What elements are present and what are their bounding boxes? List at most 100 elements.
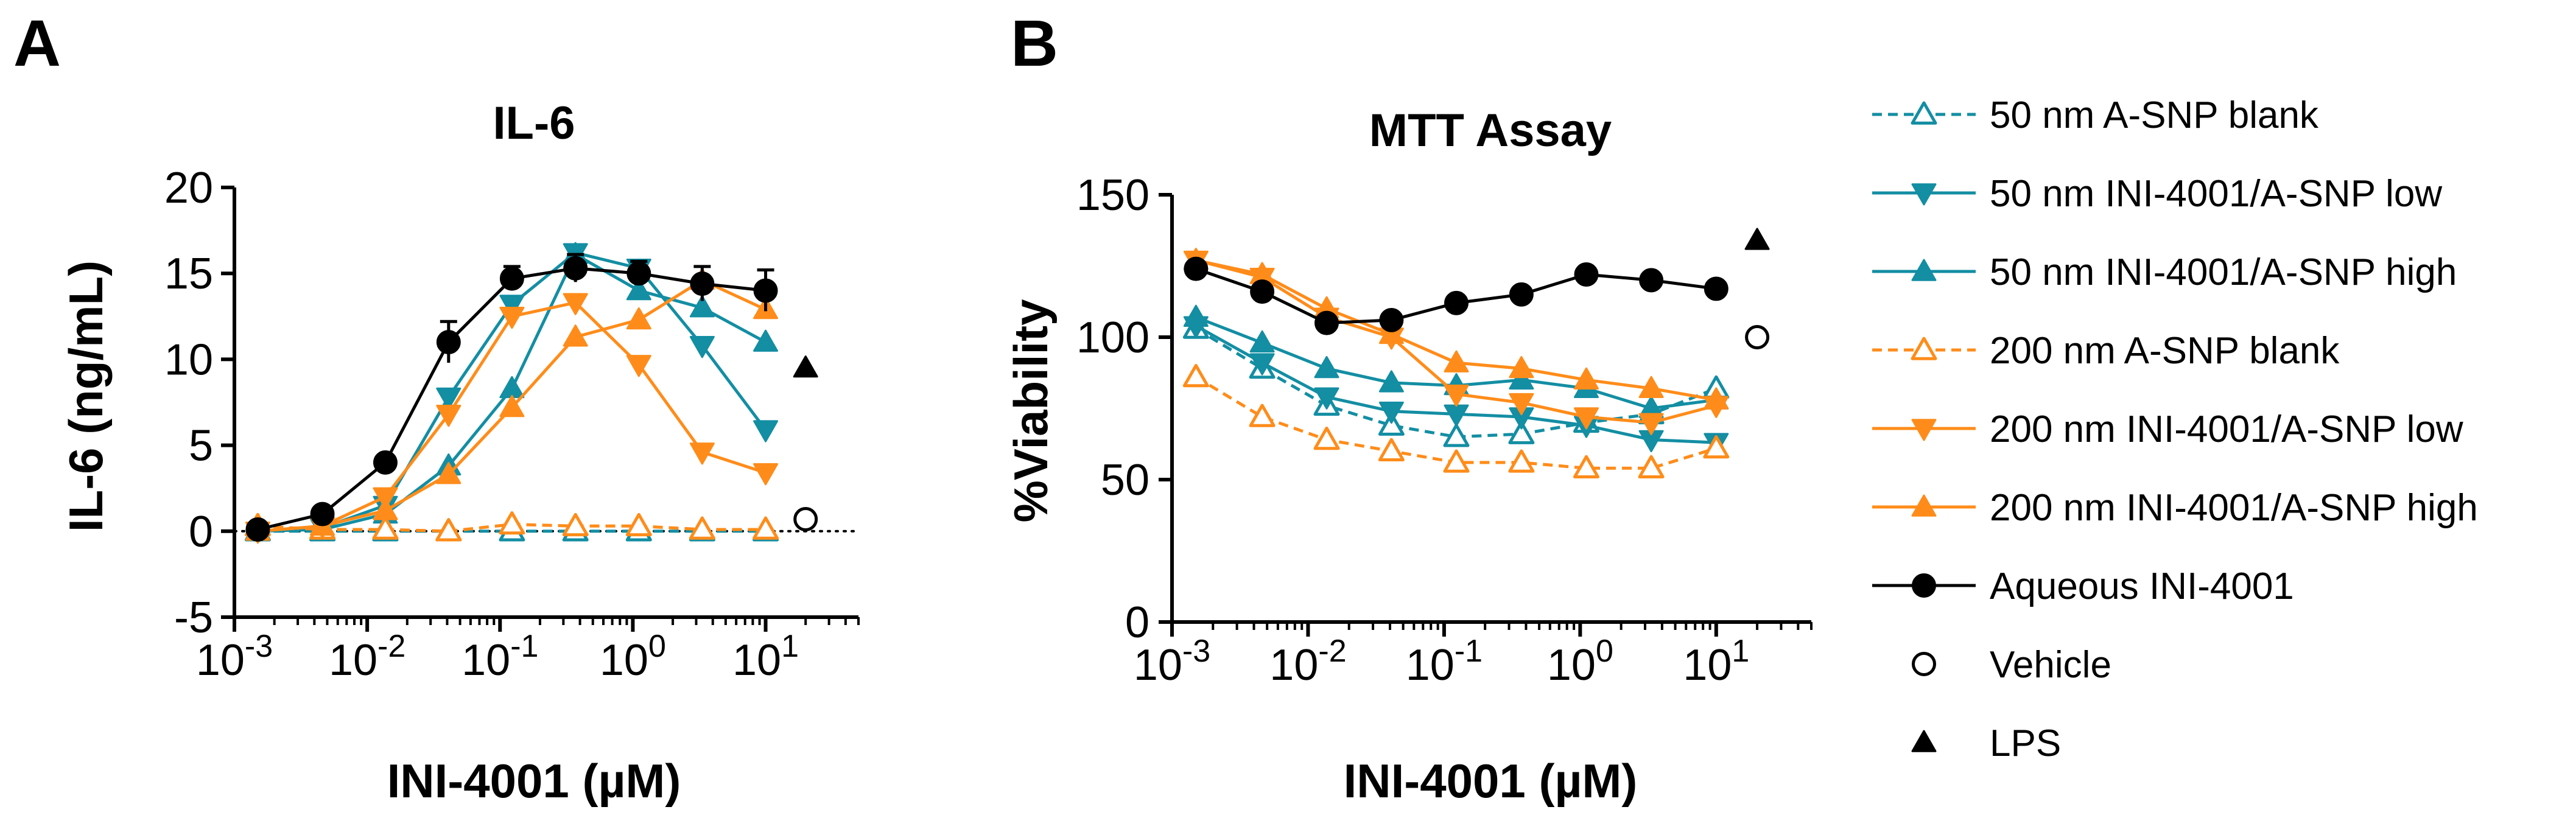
panel-b-point-vehicle [1745, 325, 1770, 349]
legend-marker-triangle-up [1911, 730, 1937, 752]
panel-b-point-50-nm-ini-4001-a-snp-high [1183, 304, 1209, 327]
panel-b-point-200-nm-ini-4001-a-snp-low [1573, 407, 1599, 430]
panel-a-y-tick-label: -5 [174, 593, 213, 642]
legend-label: LPS [1990, 722, 2061, 764]
panel-b-point-aqueous-ini-4001 [1574, 262, 1599, 287]
panel-a-point-50-nm-ini-4001-a-snp-high [689, 295, 715, 318]
panel-b-point-50-nm-ini-4001-a-snp-high [1249, 330, 1275, 353]
panel-b-point-200-nm-a-snp-blank [1249, 404, 1276, 427]
panel-b-point-aqueous-ini-4001 [1444, 290, 1469, 315]
panel-a-point-200-nm-ini-4001-a-snp-low [563, 293, 588, 315]
panel-b-y-tick-label: 0 [1125, 598, 1149, 647]
legend-item-50-nm-ini-4001-a-snp-low: 50 nm INI-4001/A-SNP low [1872, 173, 2442, 215]
panel-a-point-200-nm-ini-4001-a-snp-low [499, 307, 525, 329]
panel-b-x-tick-label: 10-3 [1134, 634, 1210, 690]
panel-b-axes: 0 50 100 150 10-3 10-2 10-1 100 101 [1076, 171, 1813, 690]
panel-b-point-aqueous-ini-4001 [1250, 279, 1275, 304]
panel-a-series-200-nm-ini-4001-a-snp-low [245, 293, 779, 544]
panel-b-point-200-nm-ini-4001-a-snp-high [1444, 350, 1469, 372]
panel-b-series-200-nm-a-snp-blank [1182, 364, 1730, 479]
legend-label: 50 nm INI-4001/A-SNP high [1990, 251, 2457, 293]
panel-a-x-tick-label: 101 [732, 629, 799, 685]
panel-a-point-aqueous-ini-4001 [563, 256, 588, 281]
panel-b-point-aqueous-ini-4001 [1704, 276, 1728, 301]
legend-label: 50 nm INI-4001/A-SNP low [1990, 173, 2442, 215]
panel-a-axes: -5 0 5 10 15 20 10-3 10-2 10-1 100 101 [164, 164, 860, 685]
legend-marker-triangle-down [1911, 183, 1937, 206]
panel-a-x-tick-label: 10-1 [462, 629, 538, 685]
panel-a-point-aqueous-ini-4001 [499, 266, 524, 291]
legend-item-50-nm-ini-4001-a-snp-high: 50 nm INI-4001/A-SNP high [1872, 251, 2457, 293]
legend-marker-triangle-up [1911, 494, 1937, 517]
panel-a-y-tick-label: 10 [164, 335, 213, 384]
panel-a-point-200-nm-a-snp-blank [562, 512, 589, 537]
panel-b-point-200-nm-ini-4001-a-snp-low [1444, 384, 1469, 407]
panel-b-point-200-nm-a-snp-blank [1638, 455, 1665, 479]
panel-b-point-50-nm-ini-4001-a-snp-low [1378, 401, 1404, 424]
panel-b-point-200-nm-a-snp-blank [1313, 426, 1340, 450]
panel-b-y-tick-label: 100 [1076, 313, 1149, 362]
legend-item-200-nm-ini-4001-a-snp-low: 200 nm INI-4001/A-SNP low [1872, 408, 2463, 450]
panel-b-y-axis-label: %Viability [1004, 299, 1058, 522]
panel-b-point-200-nm-ini-4001-a-snp-low [1509, 393, 1534, 416]
panel-b-point-200-nm-ini-4001-a-snp-high [1509, 355, 1534, 379]
legend-marker-triangle-up-open [1911, 337, 1937, 360]
legend-label: Aqueous INI-4001 [1990, 565, 2294, 607]
panel-b: B MTT Assay %Viability INI-4001 (µM) 0 50… [1004, 6, 1813, 808]
panel-a-y-tick-label: 0 [189, 508, 213, 556]
panel-b-point-aqueous-ini-4001 [1379, 307, 1404, 332]
panel-b-x-tick-label: 100 [1547, 634, 1613, 690]
panel-a-point-200-nm-a-snp-blank [689, 516, 715, 540]
panel-a-point-50-nm-ini-4001-a-snp-low [753, 420, 779, 442]
legend-marker-triangle-up [1911, 259, 1937, 281]
panel-a-plot [233, 242, 860, 544]
panel-a-point-aqueous-ini-4001 [373, 450, 398, 475]
panel-a-point-200-nm-a-snp-blank [435, 518, 462, 542]
legend-item-200-nm-ini-4001-a-snp-high: 200 nm INI-4001/A-SNP high [1872, 487, 2478, 529]
panel-a-point-aqueous-ini-4001 [436, 330, 461, 355]
panel-b-point-200-nm-a-snp-blank [1508, 449, 1535, 473]
panel-a-point-aqueous-ini-4001 [753, 278, 778, 303]
panel-a-x-tick-label: 10-2 [329, 629, 405, 685]
panel-b-point-50-nm-ini-4001-a-snp-high [1378, 370, 1404, 393]
legend-item-lps: LPS [1911, 722, 2061, 764]
panel-a-point-50-nm-ini-4001-a-snp-low [689, 336, 715, 358]
panel-a-point-lps [793, 355, 818, 378]
panel-a-point-50-nm-ini-4001-a-snp-high [753, 329, 779, 352]
panel-b-point-200-nm-a-snp-blank [1703, 435, 1730, 459]
panel-b-x-tick-label: 10-1 [1406, 634, 1483, 690]
panel-b-y-tick-label: 150 [1076, 171, 1149, 220]
panel-a-point-200-nm-a-snp-blank [499, 511, 525, 535]
legend-label: 200 nm INI-4001/A-SNP high [1990, 487, 2478, 529]
panel-a-point-200-nm-a-snp-blank [625, 512, 652, 537]
panel-a-x-tick-label: 100 [600, 629, 666, 685]
legend-label: 50 nm A-SNP blank [1990, 94, 2319, 136]
panel-a-point-200-nm-ini-4001-a-snp-low [626, 355, 651, 377]
legend-item-50-nm-a-snp-blank: 50 nm A-SNP blank [1872, 94, 2319, 136]
panel-a-point-200-nm-ini-4001-a-snp-low [436, 405, 462, 427]
legend-marker-circle-open [1912, 652, 1936, 676]
legend-marker-triangle-up-open [1911, 101, 1937, 125]
panel-b-point-50-nm-ini-4001-a-snp-low [1249, 353, 1275, 376]
panel-b-x-axis-label: INI-4001 (µM) [1344, 754, 1638, 808]
legend-marker-triangle-down [1911, 419, 1937, 441]
panel-b-y-tick-label: 50 [1101, 456, 1149, 505]
panel-b-plot [1182, 228, 1770, 479]
panel-a-point-aqueous-ini-4001 [245, 517, 270, 542]
legend-label: 200 nm A-SNP blank [1990, 330, 2340, 372]
panel-a-title: IL-6 [493, 97, 575, 149]
panel-b-title: MTT Assay [1369, 105, 1612, 156]
legend-label: 200 nm INI-4001/A-SNP low [1990, 408, 2463, 450]
panel-b-point-200-nm-a-snp-blank [1378, 438, 1405, 461]
panel-a-point-200-nm-a-snp-blank [372, 516, 399, 540]
legend-marker-circle [1912, 573, 1936, 598]
panel-b-point-200-nm-a-snp-blank [1182, 364, 1209, 388]
panel-b-point-lps [1744, 228, 1770, 250]
panel-a-point-200-nm-a-snp-blank [753, 516, 779, 540]
panel-b-x-tick-label: 10-2 [1269, 634, 1346, 690]
panel-a-point-aqueous-ini-4001 [690, 271, 715, 296]
panel-a-point-50-nm-ini-4001-a-snp-low [436, 387, 462, 410]
panel-a-point-50-nm-ini-4001-a-snp-high [499, 376, 525, 399]
panel-a-point-200-nm-ini-4001-a-snp-high [499, 394, 525, 418]
